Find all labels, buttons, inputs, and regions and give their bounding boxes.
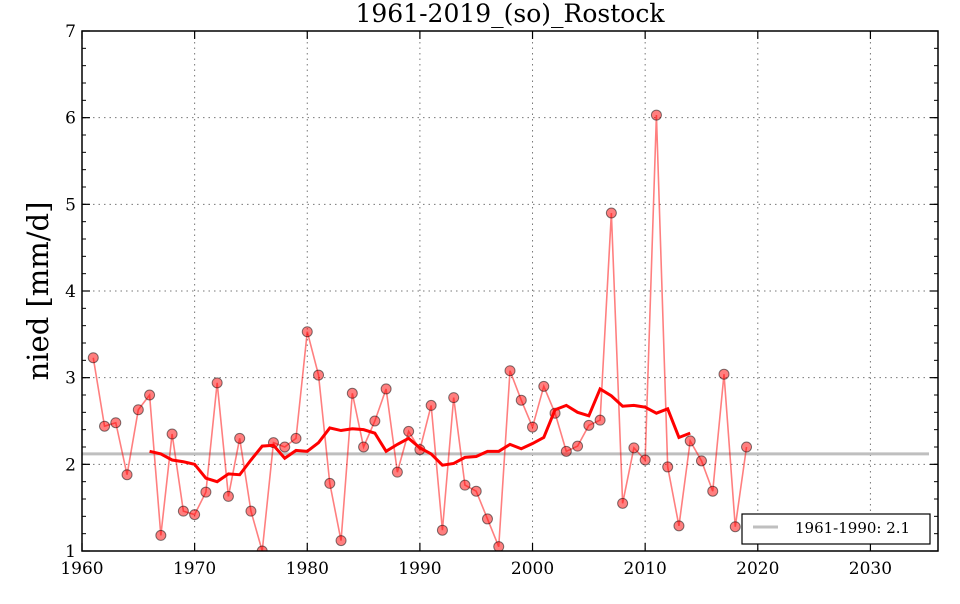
x-tick-label: 2000 [511, 559, 554, 579]
annual-point [470, 485, 482, 497]
annual-point [729, 521, 741, 533]
annual-point [99, 420, 111, 432]
x-tick-label: 2030 [849, 559, 892, 579]
axis-ticks: 1960 1970 1980 1990 2000 2010 2020 2030 1 2 3 4 5 6 7 [60, 22, 938, 579]
y-tick-label: 2 [65, 455, 76, 475]
annual-point [211, 377, 223, 389]
annual-point [662, 461, 674, 473]
annual-point [234, 432, 246, 444]
y-tick-label: 5 [65, 195, 76, 215]
annual-point [324, 477, 336, 489]
annual-point [572, 440, 584, 452]
y-tick-label: 1 [65, 542, 76, 562]
annual-point [493, 541, 505, 551]
y-tick-label: 6 [65, 109, 76, 129]
annual-point [155, 529, 167, 541]
y-tick-label: 7 [65, 22, 76, 42]
y-tick-label: 4 [65, 282, 76, 302]
x-tick-label: 1980 [286, 559, 329, 579]
annual-point [425, 399, 437, 411]
x-tick-label: 2020 [736, 559, 779, 579]
x-tick-label: 1990 [398, 559, 441, 579]
annual-point [132, 404, 144, 416]
annual-point [628, 442, 640, 454]
annual-point [583, 419, 595, 431]
annual-point [684, 435, 696, 447]
x-tick-label: 1970 [173, 559, 216, 579]
legend-box [741, 513, 931, 545]
annual-point [594, 414, 606, 426]
annual-point [222, 490, 234, 502]
annual-point [481, 513, 493, 525]
annual-point [166, 428, 178, 440]
annual-point [380, 383, 392, 395]
moving-average-line [149, 386, 691, 484]
annual-point [695, 455, 707, 467]
x-tick-label: 2010 [624, 559, 667, 579]
annual-point [369, 415, 381, 427]
annual-point [290, 432, 302, 444]
annual-point [121, 469, 133, 481]
annual-point [335, 535, 347, 547]
annual-point [560, 445, 572, 457]
annual-point [448, 392, 460, 404]
chart-title: 1961-2019_(so)_Rostock [355, 0, 665, 28]
annual-point [87, 352, 99, 364]
annual-point [673, 520, 685, 532]
plot-frame [81, 30, 939, 552]
y-axis-label: nied [mm/d] [21, 202, 55, 381]
annual-point [741, 441, 753, 453]
annual-point [639, 454, 651, 466]
annual-point [110, 417, 122, 429]
annual-point [403, 425, 415, 437]
annual-point [617, 497, 629, 509]
annual-point [144, 389, 156, 401]
annual-point [391, 466, 403, 478]
annual-point [538, 380, 550, 392]
x-tick-label: 1960 [60, 559, 103, 579]
annual-point [718, 368, 730, 380]
annual-point [313, 369, 325, 381]
y-tick-label: 3 [65, 369, 76, 389]
plot-area [82, 109, 929, 551]
legend-baseline-label: 1961-1990: 2.1 [795, 519, 910, 537]
annual-point [189, 509, 201, 521]
annual-point [279, 441, 291, 453]
annual-point [301, 326, 313, 338]
annual-point [346, 387, 358, 399]
grid [81, 30, 938, 552]
annual-point [200, 486, 212, 498]
annual-point [650, 109, 662, 121]
legend: 1961-1990: 2.1 [741, 513, 931, 545]
annual-point [504, 365, 516, 377]
annual-point [527, 421, 539, 433]
annual-point [245, 505, 257, 517]
annual-point [459, 479, 471, 491]
annual-point [707, 485, 719, 497]
annual-point [436, 524, 448, 536]
annual-point [256, 545, 268, 551]
annual-point [358, 441, 370, 453]
annual-point [605, 207, 617, 219]
annual-point [177, 505, 189, 517]
annual-point [515, 394, 527, 406]
